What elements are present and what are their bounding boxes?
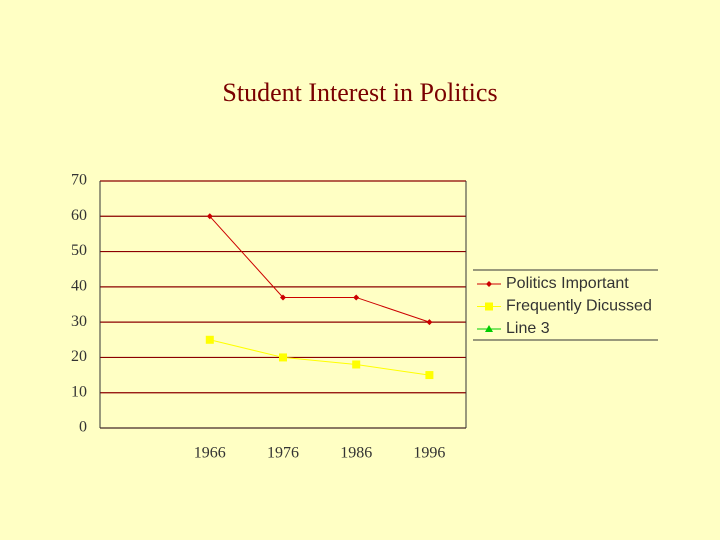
y-tick-label: 50: [71, 242, 87, 259]
legend-label: Politics Important: [506, 275, 629, 292]
x-tick-label: 1976: [267, 445, 299, 462]
marker: [353, 294, 360, 301]
marker: [486, 281, 492, 287]
legend-label: Line 3: [506, 320, 550, 337]
y-tick-label: 60: [71, 207, 87, 224]
legend-label: Frequently Dicussed: [506, 298, 652, 315]
series-line: [209, 339, 430, 376]
marker: [485, 302, 493, 311]
marker: [280, 294, 286, 301]
x-tick-label: 1986: [340, 445, 372, 462]
marker: [425, 371, 434, 380]
y-tick-label: 70: [71, 172, 87, 189]
marker: [279, 353, 287, 362]
chart-title: Student Interest in Politics: [222, 78, 497, 107]
series-line: [209, 215, 430, 323]
y-tick-label: 0: [79, 419, 87, 436]
marker: [206, 213, 213, 220]
y-tick-label: 30: [71, 313, 87, 330]
y-tick-label: 10: [71, 383, 87, 400]
marker: [485, 325, 493, 332]
y-tick-label: 40: [71, 278, 87, 295]
marker: [426, 319, 433, 326]
x-tick-label: 1996: [413, 445, 445, 462]
x-tick-label: 1966: [194, 445, 226, 462]
y-tick-label: 20: [71, 348, 87, 365]
marker: [205, 335, 214, 344]
marker: [352, 360, 361, 369]
